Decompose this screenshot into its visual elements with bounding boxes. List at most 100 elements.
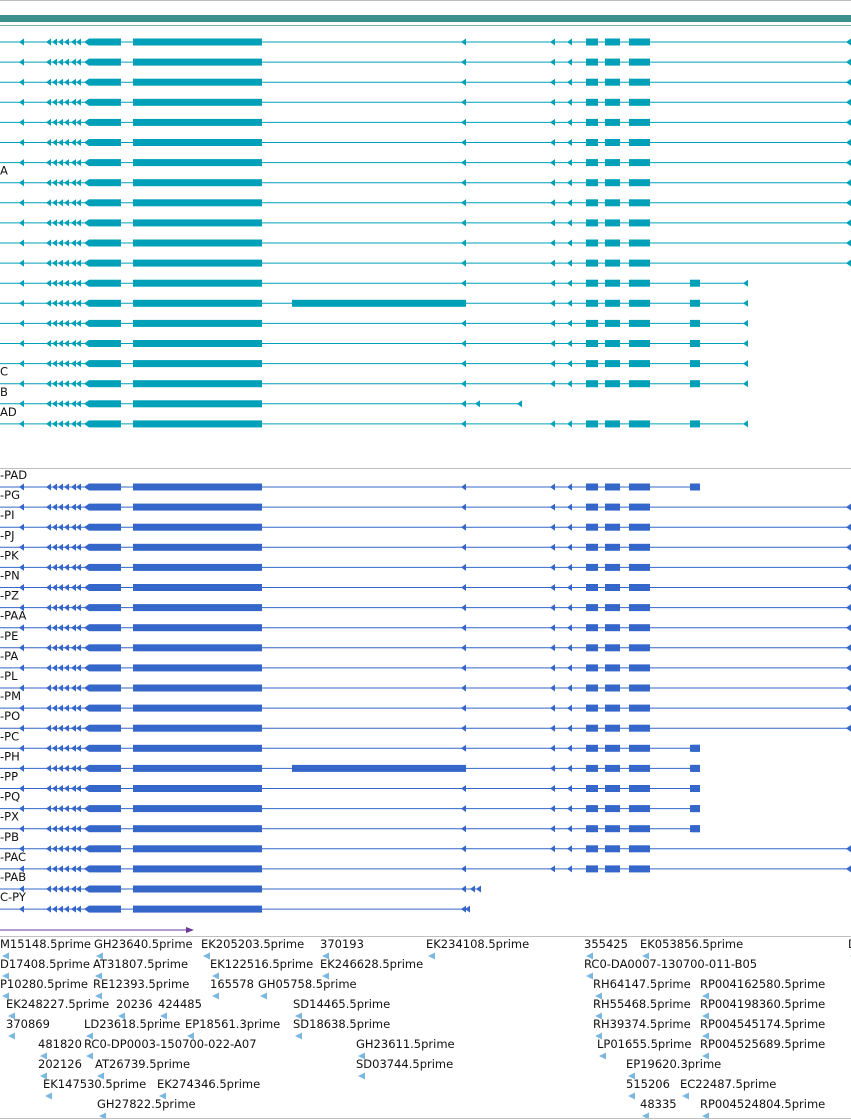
est-feature[interactable]: LP01655.5prime [597, 1037, 691, 1060]
est-feature[interactable]: RC0-DA0007-130700-011-B05 [584, 957, 757, 980]
mrna-transcript-0[interactable] [0, 38, 851, 46]
est-feature[interactable]: RP004525689.5prime [700, 1037, 825, 1060]
est-feature[interactable]: RH55468.5prime [593, 997, 691, 1020]
protein-transcript-5[interactable]: -PN [0, 569, 851, 592]
est-feature[interactable]: RP004198360.5prime [700, 997, 825, 1020]
protein-transcript-9[interactable]: -PA [0, 649, 851, 672]
strand-arrow-icon [52, 299, 57, 307]
est-feature[interactable]: AT26739.5prime [95, 1057, 190, 1080]
mrna-transcript-2[interactable] [0, 78, 851, 86]
protein-transcript-13[interactable]: -PC [0, 729, 700, 752]
mrna-transcript-9[interactable] [0, 219, 851, 227]
mrna-transcript-6[interactable] [0, 159, 851, 167]
est-feature[interactable]: D17408.5prime [0, 957, 90, 980]
est-feature[interactable]: 424485 [158, 997, 202, 1020]
protein-transcript-20[interactable]: -PAB [0, 870, 481, 893]
est-feature[interactable]: EK205203.5prime [201, 937, 304, 960]
est-label: RP004198360.5prime [700, 997, 825, 1011]
est-feature[interactable]: RP004545174.5prime [700, 1017, 825, 1040]
mrna-transcript-12[interactable] [0, 279, 748, 287]
exon-block [586, 684, 598, 692]
est-feature[interactable]: RP004524804.5prime [700, 1097, 825, 1120]
protein-transcript-15[interactable]: -PP [0, 770, 700, 793]
est-feature[interactable]: GH27822.5prime [97, 1097, 196, 1120]
est-feature[interactable]: EK234108.5prime [426, 937, 529, 960]
est-feature[interactable]: LD23618.5prime [84, 1017, 180, 1040]
strand-arrow-icon [64, 543, 69, 551]
mrna-transcript-4[interactable] [0, 118, 851, 126]
est-feature[interactable]: EK274346.5prime [157, 1077, 260, 1100]
mrna-transcript-18[interactable]: B [0, 385, 522, 408]
est-feature[interactable]: RC0-DP0003-150700-022-A07 [84, 1037, 257, 1060]
mrna-transcript-19[interactable]: AD [0, 405, 748, 428]
est-feature[interactable]: RH39374.5prime [593, 1017, 691, 1040]
est-feature[interactable]: EK147530.5prime [43, 1077, 146, 1100]
protein-transcript-21[interactable]: C-PY [0, 890, 470, 913]
protein-transcript-6[interactable]: -PZ [0, 589, 851, 612]
est-feature[interactable]: EK246628.5prime [320, 957, 423, 980]
mrna-transcript-17[interactable]: C [0, 365, 748, 388]
protein-transcript-8[interactable]: -PE [0, 629, 851, 652]
est-feature[interactable]: GH23611.5prime [356, 1037, 455, 1060]
est-feature[interactable]: 515206 [626, 1077, 670, 1100]
est-feature[interactable]: EK122516.5prime [210, 957, 313, 980]
protein-transcript-7[interactable]: -PAA [0, 609, 851, 632]
est-feature[interactable]: 165578 [210, 977, 254, 1000]
mrna-transcript-11[interactable] [0, 259, 851, 267]
protein-transcript-17[interactable]: -PX [0, 810, 700, 833]
est-feature[interactable]: M15148.5prime [0, 937, 91, 960]
strand-arrow-icon [19, 704, 24, 712]
est-feature[interactable]: P10280.5prime [0, 977, 88, 1000]
strand-arrow-icon [52, 825, 57, 833]
est-feature[interactable]: EP18561.3prime [185, 1017, 280, 1040]
mrna-transcript-3[interactable] [0, 98, 851, 106]
protein-transcript-19[interactable]: -PAC [0, 850, 851, 873]
strand-arrow-icon [567, 118, 572, 126]
mrna-transcript-8[interactable] [0, 199, 851, 207]
est-feature[interactable]: 202126 [38, 1057, 82, 1080]
mrna-transcript-7[interactable]: A [0, 164, 851, 187]
est-feature[interactable]: GH23640.5prime [94, 937, 193, 960]
est-feature[interactable]: EC22487.5prime [680, 1077, 776, 1100]
est-feature[interactable]: AT31807.5prime [93, 957, 188, 980]
protein-transcript-10[interactable]: -PL [0, 669, 851, 692]
est-feature[interactable]: 370193 [320, 937, 364, 960]
est-feature[interactable]: SD14465.5prime [293, 997, 390, 1020]
est-feature[interactable]: RH64147.5prime [593, 977, 691, 1000]
protein-transcript-0[interactable]: -PAD [0, 468, 700, 491]
mrna-transcript-16[interactable] [0, 360, 748, 368]
protein-transcript-16[interactable]: -PQ [0, 790, 700, 813]
mrna-transcript-13[interactable] [0, 299, 748, 307]
est-feature[interactable]: 370869 [6, 1017, 50, 1040]
strand-arrow-icon [461, 785, 466, 792]
est-feature[interactable]: SD03744.5prime [356, 1057, 453, 1080]
est-feature[interactable]: EK248227.5prime [6, 997, 109, 1020]
protein-transcript-12[interactable]: -PO [0, 709, 851, 732]
strand-arrow-icon [84, 503, 89, 511]
mrna-transcript-10[interactable] [0, 239, 851, 247]
protein-transcript-11[interactable]: -PM [0, 689, 851, 712]
est-feature[interactable]: SD18638.5prime [293, 1017, 390, 1040]
protein-transcript-1[interactable]: -PG [0, 488, 851, 511]
mrna-transcript-5[interactable] [0, 139, 851, 146]
protein-transcript-2[interactable]: -PI [0, 508, 851, 531]
est-feature[interactable]: GH05758.5prime [258, 977, 357, 1000]
est-feature[interactable]: 481820 [38, 1037, 82, 1060]
mrna-transcript-15[interactable] [0, 340, 748, 347]
protein-transcript-14[interactable]: -PH [0, 749, 700, 772]
protein-transcript-3[interactable]: -PJ [0, 528, 851, 551]
mrna-transcript-14[interactable] [0, 319, 748, 327]
est-feature[interactable]: 355425 [584, 937, 628, 960]
protein-transcript-4[interactable]: -PK [0, 548, 851, 571]
est-feature[interactable]: RP004162580.5prime [700, 977, 825, 1000]
est-feature[interactable]: EK053856.5prime [640, 937, 743, 960]
est-arrow-icon [595, 1012, 602, 1020]
est-feature[interactable]: 20236 [116, 997, 153, 1020]
strand-arrow-icon [567, 279, 572, 287]
est-feature[interactable]: RE12393.5prime [93, 977, 189, 1000]
est-feature[interactable]: EP19620.3prime [626, 1057, 721, 1080]
strand-arrow-icon [550, 543, 555, 551]
est-feature[interactable]: 48335 [640, 1097, 677, 1120]
mrna-transcript-1[interactable] [0, 58, 851, 66]
protein-transcript-18[interactable]: -PB [0, 830, 851, 853]
